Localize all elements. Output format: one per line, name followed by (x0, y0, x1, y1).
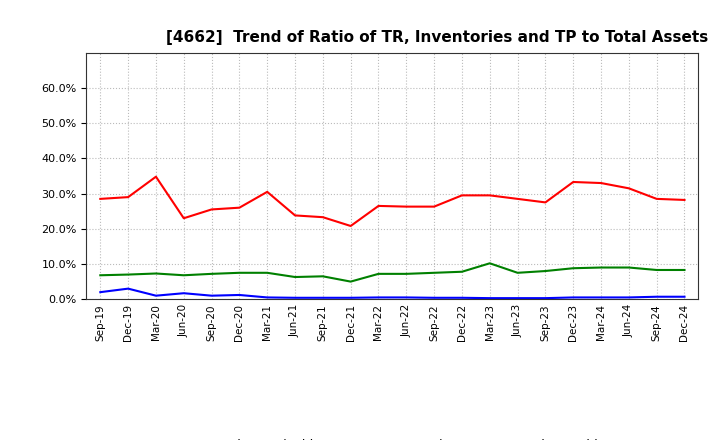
Inventories (152, 293, 161, 298)
Trade Payables (124, 272, 132, 277)
Trade Payables (96, 273, 104, 278)
Trade Payables (624, 265, 633, 270)
Inventories (96, 290, 104, 295)
Trade Receivables (124, 194, 132, 200)
Inventories (235, 292, 243, 297)
Inventories (374, 295, 383, 300)
Inventories (291, 295, 300, 301)
Trade Payables (235, 270, 243, 275)
Trade Payables (318, 274, 327, 279)
Trade Receivables (263, 189, 271, 194)
Trade Payables (152, 271, 161, 276)
Trade Payables (513, 270, 522, 275)
Trade Receivables (179, 216, 188, 221)
Inventories (458, 295, 467, 301)
Inventories (402, 295, 410, 300)
Trade Receivables (569, 180, 577, 185)
Trade Receivables (152, 174, 161, 180)
Trade Payables (458, 269, 467, 275)
Trade Payables (652, 268, 661, 273)
Trade Receivables (207, 207, 216, 212)
Inventories (569, 295, 577, 300)
Trade Payables (374, 271, 383, 276)
Text: [4662]  Trend of Ratio of TR, Inventories and TP to Total Assets: [4662] Trend of Ratio of TR, Inventories… (166, 29, 708, 45)
Trade Payables (291, 275, 300, 280)
Trade Payables (680, 268, 689, 273)
Inventories (179, 290, 188, 296)
Trade Receivables (513, 196, 522, 202)
Trade Payables (346, 279, 355, 284)
Inventories (318, 295, 327, 301)
Trade Receivables (624, 186, 633, 191)
Trade Payables (430, 270, 438, 275)
Trade Receivables (346, 224, 355, 229)
Line: Trade Payables: Trade Payables (100, 263, 685, 282)
Trade Receivables (541, 200, 550, 205)
Trade Payables (179, 273, 188, 278)
Trade Payables (569, 266, 577, 271)
Trade Payables (263, 270, 271, 275)
Trade Payables (485, 260, 494, 266)
Trade Receivables (235, 205, 243, 210)
Inventories (430, 295, 438, 301)
Inventories (513, 296, 522, 301)
Inventories (680, 294, 689, 299)
Line: Trade Receivables: Trade Receivables (100, 177, 685, 226)
Trade Receivables (402, 204, 410, 209)
Trade Receivables (430, 204, 438, 209)
Trade Receivables (96, 196, 104, 202)
Legend: Trade Receivables, Inventories, Trade Payables: Trade Receivables, Inventories, Trade Pa… (168, 433, 617, 440)
Trade Receivables (597, 180, 606, 186)
Inventories (624, 295, 633, 300)
Trade Receivables (374, 203, 383, 209)
Inventories (346, 295, 355, 301)
Inventories (207, 293, 216, 298)
Inventories (124, 286, 132, 291)
Trade Payables (597, 265, 606, 270)
Trade Receivables (485, 193, 494, 198)
Trade Payables (541, 268, 550, 274)
Trade Payables (402, 271, 410, 276)
Line: Inventories: Inventories (100, 289, 685, 298)
Trade Payables (207, 271, 216, 276)
Trade Receivables (680, 197, 689, 202)
Inventories (485, 296, 494, 301)
Inventories (597, 295, 606, 300)
Trade Receivables (318, 215, 327, 220)
Trade Receivables (291, 213, 300, 218)
Inventories (541, 296, 550, 301)
Trade Receivables (458, 193, 467, 198)
Trade Receivables (652, 196, 661, 202)
Inventories (652, 294, 661, 299)
Inventories (263, 295, 271, 300)
